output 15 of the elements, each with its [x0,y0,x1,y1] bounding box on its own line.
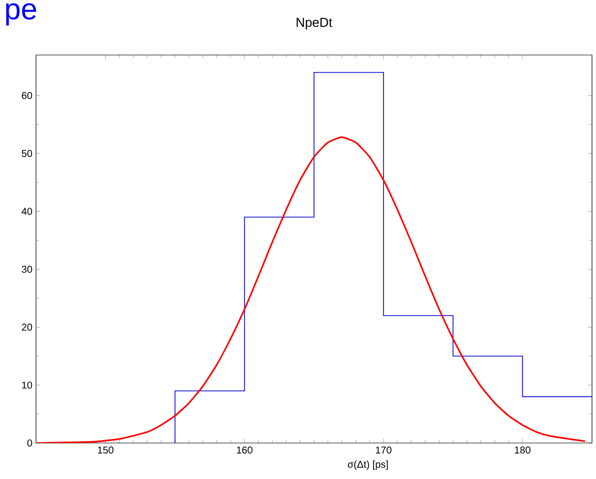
x-axis-title: σ(Δt) [ps] [348,460,388,470]
y-tick-label: 30 [22,266,32,273]
x-tick-label: 180 [514,446,530,454]
text: pe [6,3,36,26]
y-tick-label: 50 [22,150,32,157]
y-tick-label: 20 [22,324,32,331]
y-tick-label: 40 [22,208,32,215]
x-tick-label: 170 [376,446,392,454]
x-tick-label: 150 [98,446,114,454]
line-series [36,136,586,443]
y-tick-label: 0 [27,439,32,447]
x-tick-label: 160 [236,446,252,454]
y-tick-label: 60 [22,92,32,100]
y-tick-label: 10 [22,382,32,389]
chart-title: NpeDt [296,18,332,30]
